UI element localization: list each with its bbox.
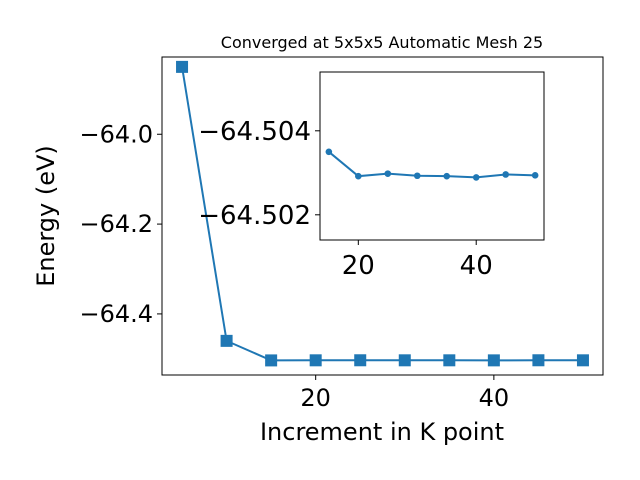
main-plot-frame [161, 56, 604, 376]
inset-axes: 20 40 −64.504−64.502 [198, 71, 545, 281]
main-series [176, 60, 589, 367]
x-tick-label: 20 [300, 384, 331, 412]
series-line [328, 151, 536, 179]
x-axis-label: Increment in K point [260, 418, 504, 446]
inset-x-ticks: 20 40 [342, 240, 493, 281]
y-tick-label: −64.2 [79, 210, 153, 238]
y-tick-label: −64.502 [198, 201, 311, 231]
data-point-square [265, 354, 278, 367]
data-point-square [487, 354, 500, 367]
main-axes: Converged at 5x5x5 Automatic Mesh 25 20 4… [32, 33, 604, 446]
data-point-square [576, 354, 589, 367]
data-point-circle [531, 172, 539, 179]
data-point-square [532, 354, 545, 367]
series-line [181, 66, 583, 362]
x-tick-label: 20 [342, 251, 375, 281]
data-point-square [220, 334, 233, 347]
y-tick-label: −64.0 [79, 120, 153, 148]
main-y-ticks: −64.0 −64.2 −64.4 [79, 120, 162, 328]
data-point-square [309, 354, 322, 367]
y-tick-label: −64.4 [79, 300, 153, 328]
data-point-circle [355, 172, 362, 180]
inset-y-ticks: −64.504 −64.502 [198, 117, 320, 231]
data-point-circle [413, 172, 421, 180]
data-point-circle [443, 172, 451, 180]
data-point-square [398, 354, 411, 367]
inset-plot-frame [319, 71, 545, 241]
x-tick-label: 40 [479, 384, 510, 412]
data-point-circle [384, 170, 392, 177]
data-point-circle [472, 174, 480, 181]
x-tick-label: 40 [460, 251, 493, 281]
inset-background [320, 72, 544, 240]
inset-series [325, 148, 539, 181]
data-point-square [176, 60, 189, 73]
main-x-ticks: 20 40 [300, 375, 509, 412]
y-axis-label: Energy (eV) [32, 145, 60, 287]
data-point-square [443, 354, 456, 367]
data-point-circle [325, 148, 333, 156]
data-point-circle [502, 171, 509, 178]
y-tick-label: −64.504 [198, 117, 311, 147]
data-point-square [354, 354, 367, 367]
chart-title: Converged at 5x5x5 Automatic Mesh 25 [221, 33, 543, 52]
